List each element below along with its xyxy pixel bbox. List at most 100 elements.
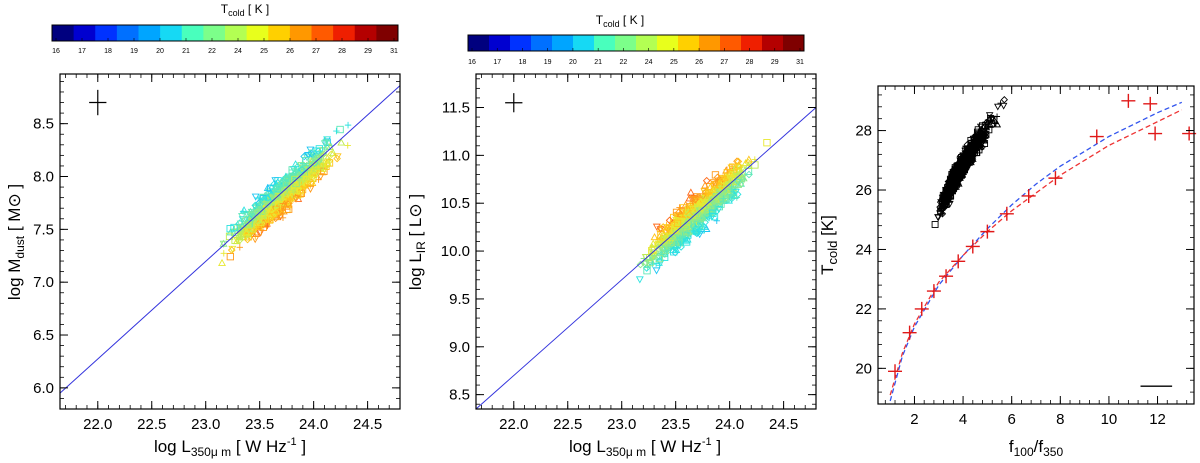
binned-point — [980, 224, 995, 239]
scatter-point — [310, 163, 319, 171]
scatter-point — [301, 156, 310, 165]
colorbar-tick-label: 24 — [645, 59, 653, 66]
colorbar-tick-label: 31 — [390, 48, 398, 55]
colorbar-tick-label: 20 — [569, 59, 577, 66]
scatter-point — [696, 198, 705, 206]
colorbar-segment — [615, 35, 637, 51]
colorbar-frame — [51, 24, 399, 42]
scatter-point — [674, 208, 683, 217]
colorbar-tick-label: 17 — [78, 48, 86, 55]
scatter-point — [721, 190, 729, 199]
colorbar-segment — [762, 35, 784, 51]
y-tick-label: 24 — [855, 241, 872, 258]
scatter-point — [965, 150, 973, 158]
scatter-point — [720, 195, 727, 202]
scatter-point — [337, 138, 346, 146]
model-curve — [889, 101, 1183, 402]
scatter-point — [279, 207, 288, 215]
scatter-point — [266, 205, 275, 213]
colorbar-tick-label: 18 — [104, 48, 112, 55]
scatter-point — [682, 236, 691, 244]
fit-line-panel-2 — [475, 107, 817, 410]
y-tick-label: 28 — [855, 123, 872, 140]
scatter-point — [643, 267, 651, 275]
scatter-point — [673, 219, 682, 227]
scatter-point — [940, 197, 949, 205]
scatter-point — [226, 225, 234, 233]
scatter-points-panel-2 — [635, 139, 771, 284]
y-tick-label: 8.0 — [33, 169, 54, 186]
scatter-point — [936, 210, 944, 218]
colorbar-frame — [467, 34, 805, 52]
scatter-point — [744, 155, 753, 163]
scatter-point — [958, 162, 966, 170]
x-tick-label: 10 — [1101, 411, 1118, 428]
scatter-point — [733, 194, 741, 201]
scatter-point — [236, 220, 245, 228]
colorbar-segment — [73, 25, 96, 41]
scatter-point — [985, 126, 993, 134]
scatter-point — [242, 228, 251, 236]
scatter-point — [271, 208, 280, 217]
scatter-point — [741, 158, 750, 167]
scatter-point — [739, 174, 748, 182]
plot-frame-panel-3 — [877, 85, 1195, 405]
binned-point — [1021, 188, 1036, 203]
colorbar-tick-label: 16 — [468, 59, 476, 66]
scatter-point — [274, 207, 283, 216]
scatter-point — [686, 188, 695, 196]
binned-point — [888, 364, 903, 379]
scatter-point — [251, 193, 260, 201]
scatter-point — [944, 183, 953, 190]
y-ticks-panel-2: 8.5 9.0 9.5 10.0 10.5 11.0 11.5 — [441, 78, 816, 405]
scatter-point — [959, 161, 967, 169]
scatter-point — [947, 187, 955, 196]
scatter-point — [931, 221, 939, 228]
binned-point — [1121, 93, 1136, 108]
scatter-point — [729, 163, 737, 171]
scatter-point — [250, 215, 257, 223]
y-tick-label: 7.5 — [33, 221, 54, 238]
binned-point — [999, 206, 1014, 221]
scatter-point — [677, 218, 684, 225]
scatter-point — [654, 245, 663, 253]
y-tick-label: 26 — [855, 182, 872, 199]
scatter-point — [256, 218, 265, 226]
colorbar-tick-label: 25 — [260, 48, 268, 55]
scatter-point — [263, 201, 272, 209]
plot-frame-panel-1 — [59, 73, 401, 410]
binned-point — [1048, 171, 1063, 186]
scatter-point — [283, 177, 292, 185]
colorbar-segment — [95, 25, 118, 41]
plot-frame-panel-2 — [475, 73, 817, 410]
scatter-point — [322, 136, 329, 144]
scatter-point — [713, 217, 720, 224]
colorbar-segment — [138, 25, 161, 41]
colorbar-segment — [246, 25, 269, 41]
binned-point — [1148, 126, 1163, 141]
colorbar-tick-label: 29 — [364, 48, 372, 55]
scatter-point — [685, 194, 694, 202]
scatter-point — [941, 201, 949, 210]
y-ticks-panel-1: 6.0 6.5 7.0 7.5 8.0 8.5 — [33, 80, 400, 399]
colorbar-tick-label: 22 — [208, 48, 216, 55]
scatter-point — [667, 238, 676, 247]
colorbar-tick-label: 24 — [234, 48, 242, 55]
scatter-point — [327, 150, 336, 159]
scatter-point — [320, 167, 328, 176]
y-tick-label: 9.5 — [449, 291, 470, 308]
scatter-point — [296, 178, 305, 186]
scatter-point — [227, 246, 236, 254]
panel-lir: 16 17 18 19 20 21 22 24 25 26 27 28 29 31 Tcold [ K ]… — [406, 13, 817, 459]
scatter-point — [264, 216, 271, 223]
model-curves-panel-3 — [889, 101, 1183, 402]
binned-point — [965, 239, 980, 254]
scatter-points-panel-1 — [218, 121, 352, 267]
colorbar-tick-label: 27 — [312, 48, 320, 55]
scatter-point — [994, 103, 1002, 111]
scatter-point — [666, 236, 675, 245]
y-tick-label: 11.5 — [442, 100, 470, 117]
scatter-point — [273, 200, 282, 208]
colorbar-tick-label: 21 — [594, 59, 602, 66]
